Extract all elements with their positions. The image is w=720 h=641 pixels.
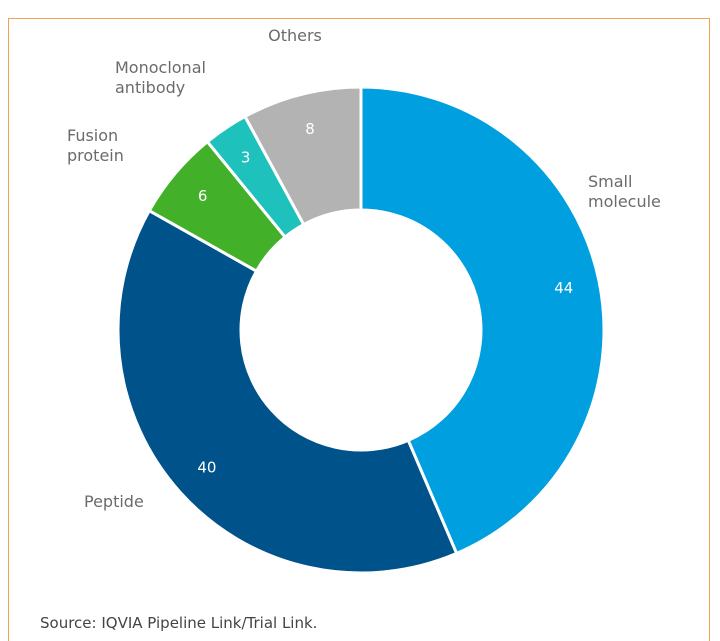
category-label: Small molecule [588, 172, 661, 211]
value-label: 6 [198, 187, 208, 205]
category-label: Others [268, 26, 322, 45]
category-label: Monoclonal antibody [115, 58, 206, 97]
category-label: Fusion protein [67, 126, 124, 165]
value-label: 40 [197, 459, 216, 477]
source-note: Source: IQVIA Pipeline Link/Trial Link. [40, 614, 318, 632]
value-label: 44 [554, 279, 573, 297]
chart-frame [8, 18, 710, 641]
donut-segment [242, 85, 363, 227]
value-label: 8 [305, 120, 315, 138]
donut-segment [116, 208, 459, 575]
value-label: 3 [241, 149, 251, 167]
category-label: Peptide [84, 492, 144, 511]
donut-segment [359, 85, 606, 556]
